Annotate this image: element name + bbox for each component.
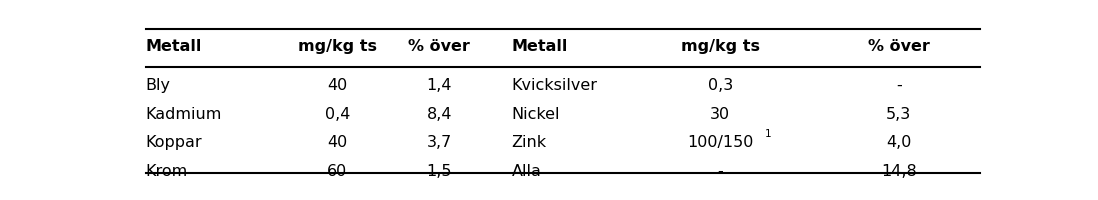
Text: Metall: Metall [512,39,568,54]
Text: 100/150: 100/150 [687,135,753,150]
Text: 1: 1 [764,129,771,139]
Text: Zink: Zink [512,135,547,150]
Text: % över: % över [867,39,930,54]
Text: 0,3: 0,3 [707,78,732,93]
Text: -: - [717,164,722,179]
Text: 14,8: 14,8 [881,164,917,179]
Text: 40: 40 [327,78,347,93]
Text: 5,3: 5,3 [886,107,911,122]
Text: 60: 60 [327,164,347,179]
Text: Bly: Bly [146,78,171,93]
Text: 1,5: 1,5 [427,164,452,179]
Text: Nickel: Nickel [512,107,560,122]
Text: 40: 40 [327,135,347,150]
Text: Kvicksilver: Kvicksilver [512,78,597,93]
Text: Krom: Krom [146,164,188,179]
Text: 4,0: 4,0 [886,135,911,150]
Text: 8,4: 8,4 [427,107,452,122]
Text: Alla: Alla [512,164,541,179]
Text: 3,7: 3,7 [427,135,452,150]
Text: % över: % över [408,39,470,54]
Text: Koppar: Koppar [146,135,202,150]
Text: Kadmium: Kadmium [146,107,222,122]
Text: mg/kg ts: mg/kg ts [298,39,377,54]
Text: -: - [896,78,901,93]
Text: 1,4: 1,4 [427,78,452,93]
Text: 0,4: 0,4 [325,107,350,122]
Text: 30: 30 [710,107,730,122]
Text: mg/kg ts: mg/kg ts [681,39,760,54]
Text: Metall: Metall [146,39,202,54]
